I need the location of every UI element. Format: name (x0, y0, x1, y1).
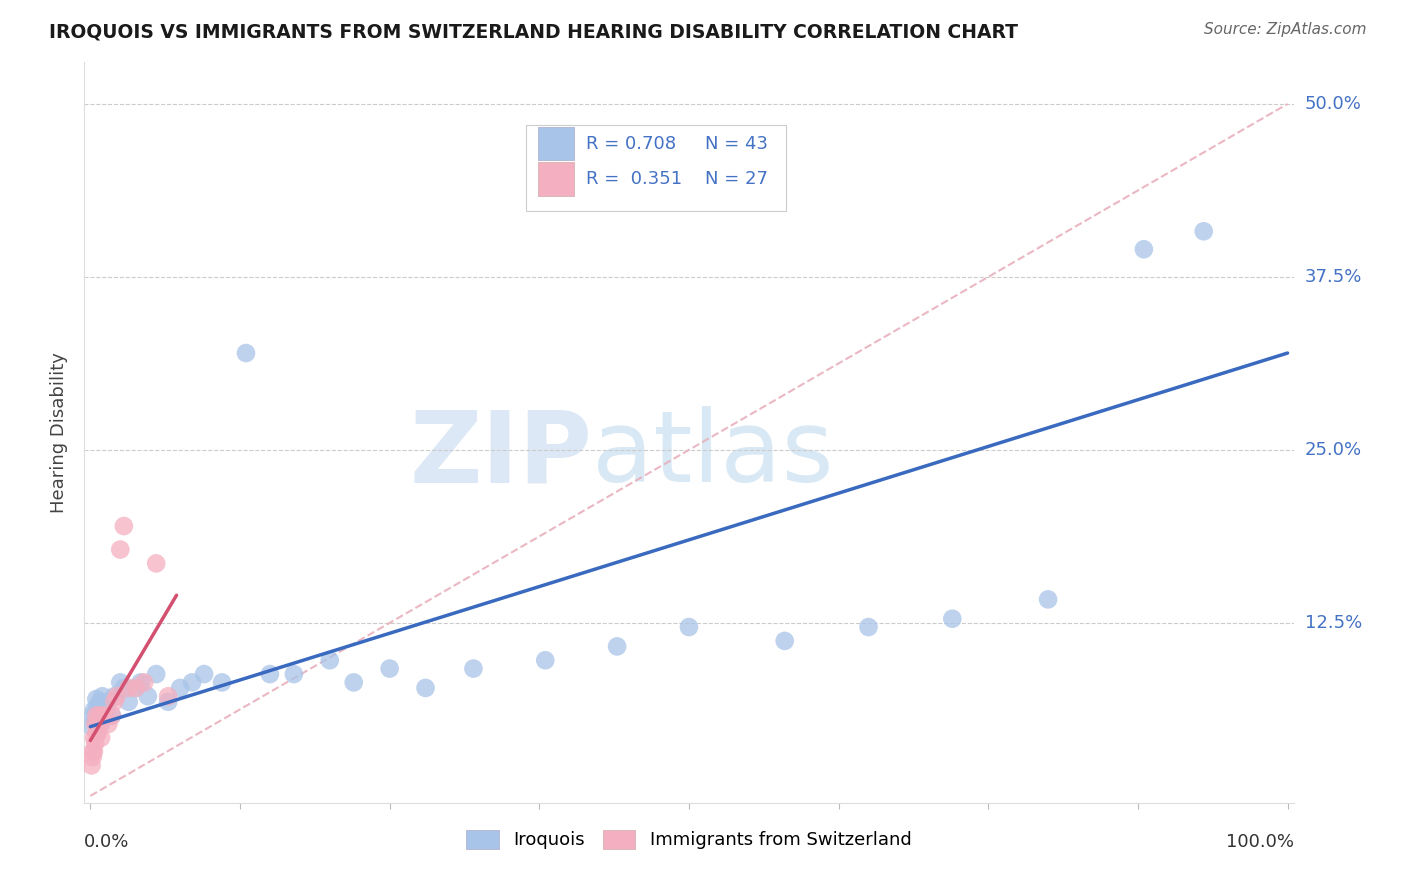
Text: 12.5%: 12.5% (1305, 614, 1362, 632)
Text: R = 0.708: R = 0.708 (586, 135, 676, 153)
Point (112, 519, 135, 533)
Point (157, 690, 180, 704)
Point (134, 675, 156, 690)
Point (118, 695, 141, 709)
Point (110, 542, 132, 557)
Point (82, 750, 104, 764)
Point (343, 675, 366, 690)
Point (125, 681, 148, 695)
Text: 100.0%: 100.0% (1226, 833, 1294, 851)
Point (606, 640, 628, 654)
Text: 37.5%: 37.5% (1305, 268, 1362, 286)
Text: 25.0%: 25.0% (1305, 441, 1362, 458)
Point (84, 713, 107, 727)
Point (105, 690, 128, 704)
Point (534, 653, 557, 667)
Point (93, 708, 115, 723)
Point (87, 708, 110, 723)
Point (83, 731, 105, 745)
Point (112, 681, 135, 695)
Point (129, 675, 152, 690)
Point (211, 675, 233, 690)
Point (157, 695, 180, 709)
Point (87, 706, 110, 720)
Point (91, 708, 114, 723)
Point (125, 681, 148, 695)
Text: N = 43: N = 43 (704, 135, 768, 153)
Point (463, 662, 485, 676)
Point (118, 681, 141, 695)
FancyBboxPatch shape (538, 127, 574, 161)
Point (86, 720, 108, 734)
Point (235, 346, 257, 360)
Legend: Iroquois, Immigrants from Switzerland: Iroquois, Immigrants from Switzerland (458, 823, 920, 856)
Point (83, 745, 105, 759)
FancyBboxPatch shape (526, 126, 786, 211)
Point (82, 745, 104, 759)
Point (97, 695, 120, 709)
Point (136, 690, 159, 704)
Text: 50.0%: 50.0% (1305, 95, 1361, 113)
Point (93, 703, 115, 717)
Text: IROQUOIS VS IMMIGRANTS FROM SWITZERLAND HEARING DISABILITY CORRELATION CHART: IROQUOIS VS IMMIGRANTS FROM SWITZERLAND … (49, 22, 1018, 41)
Point (90, 717, 112, 731)
Point (110, 675, 132, 690)
Point (80, 758, 103, 772)
Text: 0.0%: 0.0% (84, 833, 129, 851)
Point (941, 612, 963, 626)
Point (319, 653, 342, 667)
Point (83, 703, 105, 717)
Point (678, 620, 700, 634)
Text: atlas: atlas (592, 407, 834, 503)
Text: ZIP: ZIP (409, 407, 592, 503)
Point (145, 667, 167, 681)
Y-axis label: Hearing Disability: Hearing Disability (51, 352, 69, 513)
Point (1036, 592, 1059, 607)
Point (103, 695, 125, 709)
Point (103, 690, 125, 704)
Point (858, 620, 880, 634)
Point (378, 662, 401, 676)
Point (80, 720, 103, 734)
Point (169, 681, 191, 695)
Point (101, 708, 124, 723)
Point (86, 726, 108, 740)
Text: R =  0.351: R = 0.351 (586, 170, 682, 188)
Text: Source: ZipAtlas.com: Source: ZipAtlas.com (1204, 22, 1367, 37)
Point (181, 675, 204, 690)
Point (101, 708, 124, 723)
Point (82, 708, 104, 723)
Point (84, 717, 107, 731)
Point (86, 726, 108, 740)
Point (415, 681, 437, 695)
Point (89, 717, 111, 731)
Point (84, 736, 107, 750)
Point (1192, 224, 1215, 238)
Point (86, 698, 108, 713)
Point (91, 690, 114, 704)
FancyBboxPatch shape (538, 162, 574, 195)
Point (145, 557, 167, 571)
Point (86, 708, 108, 723)
Point (283, 667, 305, 681)
Point (86, 692, 108, 706)
Point (97, 717, 120, 731)
Point (89, 695, 111, 709)
Text: N = 27: N = 27 (704, 170, 768, 188)
Point (1133, 242, 1156, 256)
Point (773, 633, 796, 648)
Point (259, 667, 281, 681)
Point (193, 667, 215, 681)
Point (90, 731, 112, 745)
